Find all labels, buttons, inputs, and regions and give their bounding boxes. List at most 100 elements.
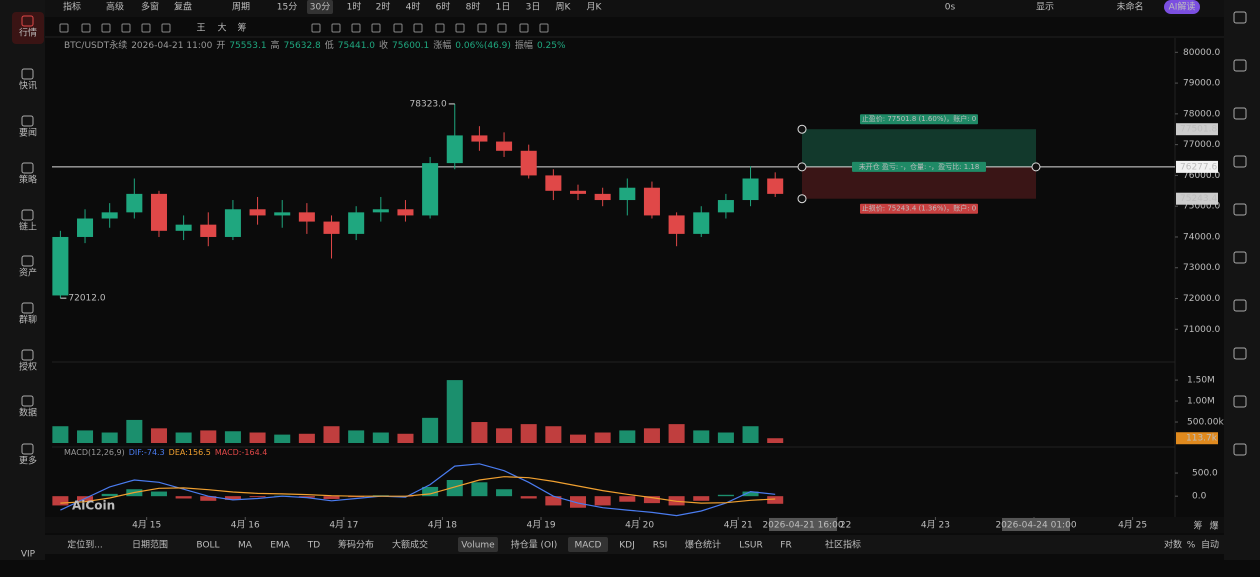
sidebar-icon bbox=[21, 443, 34, 455]
sidebar-label[interactable]: 快讯 bbox=[19, 80, 37, 92]
indicator[interactable]: KDJ bbox=[619, 541, 635, 551]
sidebar-icon bbox=[21, 302, 34, 314]
info-item: 75441.0 bbox=[338, 41, 375, 51]
draw-tool[interactable]: 筹 bbox=[237, 22, 246, 34]
rail-icon[interactable] bbox=[1233, 347, 1247, 360]
macd-bar bbox=[422, 486, 439, 497]
sidebar-label[interactable]: 资产 bbox=[19, 267, 37, 279]
tool-icon[interactable] bbox=[141, 23, 151, 33]
sidebar-label[interactable]: 授权 bbox=[19, 361, 37, 373]
y-tick-label: 79000.0 bbox=[1183, 79, 1220, 89]
x-tick-label: 4月 17 bbox=[329, 520, 358, 531]
sidebar-label[interactable]: 数据 bbox=[19, 407, 37, 419]
tool-icon[interactable] bbox=[351, 23, 361, 33]
toolbar-item[interactable]: 1时 bbox=[347, 1, 362, 13]
indicator[interactable]: RSI bbox=[653, 541, 668, 551]
tool-icon[interactable] bbox=[477, 23, 487, 33]
draw-tool[interactable]: 王 bbox=[196, 23, 205, 34]
indicator[interactable]: BOLL bbox=[196, 541, 219, 551]
toolbar-item[interactable]: 月K bbox=[587, 2, 603, 13]
indicator[interactable]: 社区指标 bbox=[825, 539, 861, 551]
toolbar-right[interactable]: 0s bbox=[945, 3, 956, 13]
toolbar-item[interactable]: 8时 bbox=[466, 1, 481, 13]
sidebar-label[interactable]: 链上 bbox=[19, 221, 37, 233]
indicator[interactable]: TD bbox=[307, 541, 320, 551]
indicator[interactable]: MA bbox=[238, 541, 253, 551]
tool-icon[interactable] bbox=[311, 23, 321, 33]
toolbar-right[interactable]: 未命名 bbox=[1116, 1, 1143, 13]
tool-icon[interactable] bbox=[393, 23, 403, 33]
tool-icon[interactable] bbox=[81, 23, 91, 33]
tool-icon[interactable] bbox=[435, 23, 445, 33]
macd-bar bbox=[569, 496, 587, 508]
sidebar-label[interactable]: 策略 bbox=[19, 174, 37, 186]
position-handle[interactable] bbox=[797, 162, 807, 172]
indicator[interactable]: 大额成交 bbox=[392, 539, 428, 551]
tool-icon[interactable] bbox=[331, 23, 341, 33]
toolbar-item[interactable]: 30分 bbox=[310, 2, 330, 13]
rail-icon[interactable] bbox=[1233, 251, 1247, 264]
scale-option[interactable]: 自动 bbox=[1201, 539, 1219, 551]
toolbar-item[interactable]: 6时 bbox=[436, 1, 451, 13]
rail-icon[interactable] bbox=[1233, 203, 1247, 216]
rail-icon[interactable] bbox=[1233, 299, 1247, 312]
selected-interval bbox=[307, 0, 333, 14]
side-label[interactable]: 爆 bbox=[1209, 520, 1218, 532]
rail-icon[interactable] bbox=[1233, 107, 1247, 120]
toolbar-item[interactable]: 指标 bbox=[63, 1, 81, 13]
draw-tool[interactable]: 大 bbox=[217, 22, 226, 34]
scale-option[interactable]: % bbox=[1187, 541, 1196, 551]
sidebar-label[interactable]: 群聊 bbox=[19, 314, 37, 326]
scale-option[interactable]: 对数 bbox=[1164, 539, 1182, 551]
toolbar-right[interactable]: 显示 bbox=[1036, 2, 1054, 13]
bottom-left[interactable]: 定位到... bbox=[67, 539, 103, 551]
rail-icon[interactable] bbox=[1233, 59, 1247, 72]
sidebar-label[interactable]: 要闻 bbox=[19, 128, 37, 139]
toolbar-item[interactable]: 复盘 bbox=[174, 1, 192, 13]
toolbar-item[interactable]: 1日 bbox=[496, 2, 511, 13]
indicator[interactable]: FR bbox=[780, 541, 791, 551]
tool-icon[interactable] bbox=[161, 23, 171, 33]
bottom-left[interactable]: 日期范围 bbox=[132, 539, 168, 551]
indicator[interactable]: Volume bbox=[461, 541, 495, 551]
indicator[interactable]: LSUR bbox=[739, 541, 763, 551]
sidebar-label[interactable]: VIP bbox=[21, 550, 36, 560]
rail-icon[interactable] bbox=[1233, 443, 1247, 456]
toolbar-item[interactable]: 高级 bbox=[106, 1, 124, 13]
indicator[interactable]: 持仓量 (OI) bbox=[511, 539, 558, 551]
tool-icon[interactable] bbox=[101, 23, 111, 33]
position-handle[interactable] bbox=[1031, 162, 1041, 172]
rail-icon[interactable] bbox=[1233, 155, 1247, 168]
tool-icon[interactable] bbox=[455, 23, 465, 33]
toolbar-item[interactable]: 2时 bbox=[376, 1, 391, 13]
indicator[interactable]: 筹码分布 bbox=[338, 539, 374, 551]
tool-icon[interactable] bbox=[121, 23, 131, 33]
tool-icon[interactable] bbox=[519, 23, 529, 33]
rail-icon[interactable] bbox=[1233, 11, 1247, 24]
indicator[interactable]: MACD bbox=[575, 541, 602, 551]
toolbar-item[interactable]: 3日 bbox=[526, 2, 541, 13]
candle-body bbox=[348, 212, 365, 234]
toolbar-item[interactable]: 15分 bbox=[277, 2, 297, 13]
position-handle[interactable] bbox=[797, 124, 807, 134]
toolbar-item[interactable]: 周期 bbox=[232, 2, 250, 13]
sidebar-label[interactable]: 更多 bbox=[19, 455, 37, 467]
indicator[interactable]: 爆仓统计 bbox=[685, 539, 721, 551]
tool-icon[interactable] bbox=[539, 23, 549, 33]
tool-icon[interactable] bbox=[497, 23, 507, 33]
toolbar-right[interactable]: AI解读 bbox=[1169, 1, 1196, 13]
side-label[interactable]: 筹 bbox=[1193, 520, 1202, 532]
position-handle[interactable] bbox=[797, 194, 807, 204]
toolbar-item[interactable]: 多窗 bbox=[141, 1, 159, 13]
candle-body bbox=[422, 163, 439, 216]
tool-icon[interactable] bbox=[59, 23, 69, 33]
tool-icon[interactable] bbox=[413, 23, 423, 33]
toolbar-item[interactable]: 4时 bbox=[406, 1, 421, 13]
sidebar-icon bbox=[21, 395, 34, 407]
sidebar-label[interactable]: 行情 bbox=[19, 27, 37, 39]
rail-icon[interactable] bbox=[1233, 395, 1247, 408]
indicator[interactable]: EMA bbox=[270, 541, 290, 551]
toolbar-item[interactable]: 周K bbox=[556, 2, 572, 13]
tool-icon[interactable] bbox=[371, 23, 381, 33]
